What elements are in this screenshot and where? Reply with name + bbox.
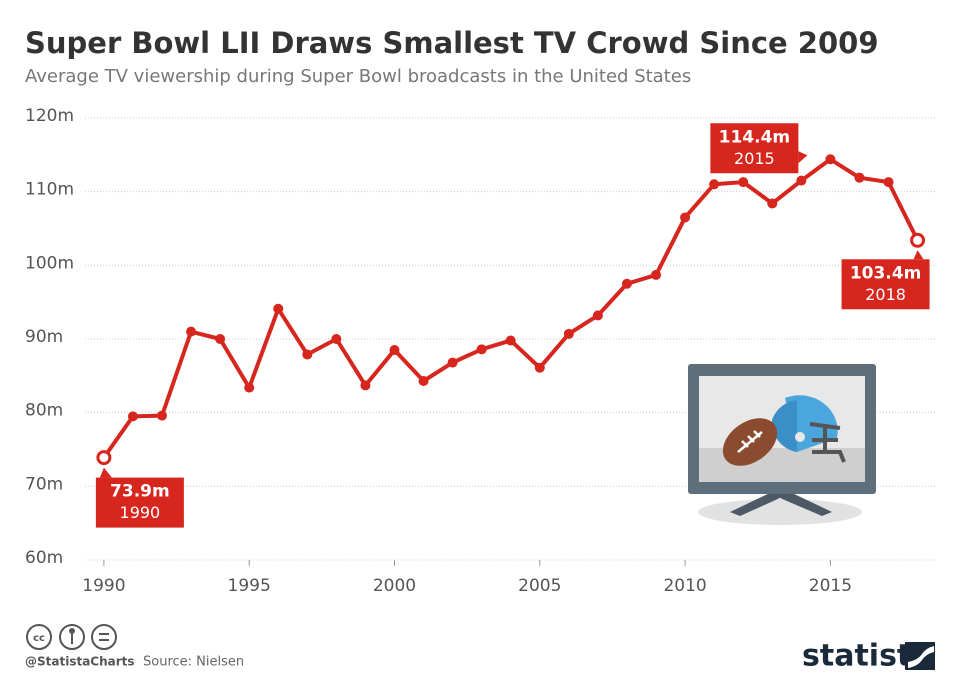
point (621, 278, 632, 289)
y-tick-label: 80m (25, 401, 63, 421)
value-label: 114.4m 2015 (710, 123, 808, 174)
y-tick-label: 120m (25, 106, 74, 126)
x-tick-label: 1995 (228, 576, 271, 596)
point (215, 334, 226, 344)
value-label-text: 103.4m (850, 263, 922, 283)
value-label-box (95, 477, 184, 528)
point (273, 303, 284, 314)
value-label-year: 2018 (865, 285, 906, 304)
value-label-year: 1990 (120, 503, 161, 522)
point (825, 154, 836, 165)
footer-handle: @StatistaCharts (25, 655, 135, 669)
point (244, 382, 255, 393)
point (767, 198, 778, 209)
y-tick-label: 60m (25, 548, 63, 568)
value-label: 103.4m 2018 (841, 250, 930, 310)
x-tick-label: 1990 (82, 576, 125, 596)
value-label-text: 73.9m (110, 482, 170, 502)
point (505, 335, 516, 346)
point (96, 450, 112, 466)
point (910, 232, 926, 248)
point (331, 334, 342, 344)
point (302, 349, 313, 360)
x-tick-label: 2015 (809, 576, 852, 596)
chart-subtitle: Average TV viewership during Super Bowl … (25, 66, 691, 87)
value-label-pointer (913, 250, 924, 260)
point (592, 310, 603, 321)
footer-source: Source: Nielsen (143, 655, 244, 670)
value-label-box (710, 123, 799, 174)
point (476, 344, 487, 355)
chart-title: Super Bowl LII Draws Smallest TV Crowd S… (25, 26, 879, 60)
y-tick-label: 90m (25, 327, 63, 347)
point (796, 175, 807, 186)
value-label-pointer (99, 467, 112, 478)
x-tick-label: 2010 (663, 576, 706, 596)
x-tick-label: 2005 (518, 576, 561, 596)
value-label-year: 2015 (734, 149, 775, 168)
point (651, 269, 662, 280)
point (157, 410, 168, 421)
y-tick-label: 110m (25, 180, 74, 200)
tv-illustration (688, 364, 876, 525)
y-tick-label: 100m (25, 253, 74, 273)
value-label-pointer (798, 151, 808, 164)
point (680, 212, 691, 223)
cc-icons: cc (26, 624, 117, 650)
y-tick-label: 70m (25, 474, 63, 494)
point (447, 357, 458, 368)
point (360, 380, 371, 391)
point (854, 172, 865, 183)
value-label-text: 114.4m (719, 127, 791, 147)
point (534, 362, 545, 373)
brand-mark (905, 642, 935, 670)
svg-text:cc: cc (33, 633, 45, 644)
point (418, 375, 429, 386)
point (563, 328, 574, 339)
x-tick-label: 2000 (373, 576, 416, 596)
point (186, 326, 197, 337)
point (738, 177, 749, 188)
point (389, 345, 400, 356)
point (883, 177, 894, 188)
point (127, 411, 138, 422)
point (709, 179, 720, 190)
value-label-box (841, 259, 930, 310)
